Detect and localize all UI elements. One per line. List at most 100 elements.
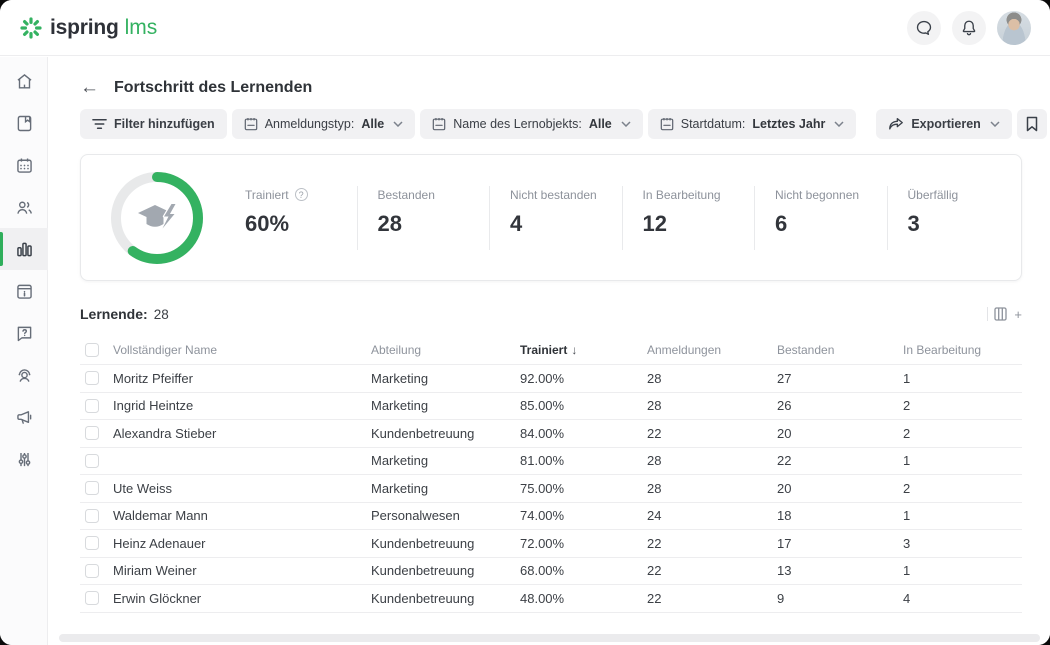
cell-trained: 92.00% [520, 370, 565, 386]
column-header-passed[interactable]: Bestanden [777, 342, 835, 357]
cell-trained: 72.00% [520, 535, 565, 551]
chevron-down-icon [990, 121, 1000, 127]
cell-in_progress: 2 [903, 398, 911, 414]
top-bar: ispring lms [0, 0, 1050, 56]
cell-enrollments: 22 [647, 563, 662, 579]
stat-label: Nicht begonnen [775, 187, 860, 202]
sidebar-item-users[interactable] [0, 186, 48, 228]
cell-name: Ute Weiss [113, 480, 172, 496]
table-row[interactable]: Alexandra Stieber Kundenbetreuung 84.00% 22… [80, 420, 1022, 448]
sidebar-item-courses[interactable] [0, 102, 48, 144]
sidebar-item-reports[interactable] [0, 228, 48, 270]
summary-card: Trainiert? 60% Bestanden 28 Nicht bestanden 4… [80, 154, 1022, 281]
table-row[interactable]: Ingrid Heintze Marketing 85.00% 28 26 2 [80, 393, 1022, 420]
stat-value: 60% [245, 210, 290, 236]
filter-label: Startdatum: [680, 117, 746, 131]
sidebar-item-settings[interactable] [0, 438, 48, 480]
table-row[interactable]: Ute Weiss Marketing 75.00% 28 20 2 [80, 475, 1022, 503]
sidebar-item-announcements[interactable] [0, 396, 48, 438]
table-row[interactable]: Miriam Weiner Kundenbetreuung 68.00% 22 13 1 [80, 558, 1022, 585]
row-checkbox[interactable] [85, 426, 99, 441]
chat-button[interactable] [907, 10, 941, 45]
row-checkbox[interactable] [85, 508, 99, 523]
table-row[interactable]: Heinz Adenauer Kundenbetreuung 72.00% 22 17 3 [80, 530, 1022, 558]
cell-passed: 18 [777, 508, 792, 524]
column-header-department[interactable]: Abteilung [371, 342, 422, 357]
stat-value: 6 [775, 210, 788, 236]
page-title: Fortschritt des Lernenden [114, 78, 313, 96]
learners-count: 28 [153, 306, 169, 322]
sidebar-item-help[interactable] [0, 312, 48, 354]
column-header-trained[interactable]: Trainiert ↓ [520, 342, 578, 357]
cell-passed: 26 [777, 398, 792, 414]
export-share-icon [889, 117, 904, 130]
filter-dropdown-startdatum[interactable]: Startdatum: Letztes Jahr [647, 109, 857, 139]
stat-bestanden: Bestanden 28 [356, 185, 490, 250]
sidebar-item-home[interactable] [0, 60, 48, 102]
filter-icon [92, 119, 107, 129]
row-checkbox[interactable] [85, 398, 99, 413]
cell-trained: 85.00% [520, 398, 565, 414]
row-checkbox[interactable] [85, 536, 99, 551]
cell-enrollments: 28 [647, 398, 662, 414]
stat-ueberfaellig: Überfällig 3 [886, 185, 1020, 250]
cell-passed: 20 [777, 480, 792, 496]
sidebar-item-support[interactable] [0, 354, 48, 396]
learners-label: Lernende: [80, 306, 148, 322]
cell-in_progress: 4 [903, 590, 911, 606]
cell-trained: 48.00% [520, 590, 565, 606]
user-avatar[interactable] [997, 10, 1031, 45]
filter-dropdown-anmeldungstyp[interactable]: Anmeldungstyp: Alle [231, 109, 416, 139]
cell-trained: 81.00% [520, 453, 565, 469]
stat-label: Überfällig [907, 187, 959, 202]
bookmark-icon [1026, 116, 1038, 132]
stat-nicht-bestanden: Nicht bestanden 4 [489, 185, 622, 250]
bar-chart-icon [16, 242, 32, 256]
row-checkbox[interactable] [85, 563, 99, 578]
cell-passed: 13 [777, 563, 792, 579]
stat-label: Bestanden [377, 187, 435, 202]
cell-name: Erwin Glöckner [113, 590, 202, 606]
calendar-icon [16, 158, 32, 173]
cell-department: Marketing [371, 370, 429, 386]
horizontal-scrollbar[interactable] [59, 634, 1040, 642]
select-all-checkbox[interactable] [85, 342, 99, 357]
table-row[interactable]: Moritz Pfeiffer Marketing 92.00% 28 27 1 [80, 365, 1022, 393]
help-icon[interactable]: ? [294, 188, 308, 201]
column-header-in_progress[interactable]: In Bearbeitung [903, 342, 982, 357]
cell-passed: 9 [777, 590, 785, 606]
sidebar-item-calendar[interactable] [0, 144, 48, 186]
row-checkbox[interactable] [85, 481, 99, 496]
calendar-small-icon [432, 118, 446, 131]
table-row[interactable]: Marketing 81.00% 28 22 1 [80, 448, 1022, 475]
filter-value: Alle [588, 117, 612, 131]
cell-enrollments: 28 [647, 453, 662, 469]
filter-label: Name des Lernobjekts: [453, 117, 582, 131]
cell-department: Kundenbetreuung [371, 535, 475, 551]
summary-stats: Trainiert? 60% Bestanden 28 Nicht bestanden 4… [225, 180, 1019, 256]
manage-columns-icon[interactable] [994, 307, 1010, 321]
notifications-button[interactable] [952, 10, 986, 45]
cell-name: Moritz Pfeiffer [113, 370, 193, 386]
row-checkbox[interactable] [85, 591, 99, 606]
row-checkbox[interactable] [85, 371, 99, 386]
sidebar-item-info-board[interactable] [0, 270, 48, 312]
filter-dropdown-lernobjekt[interactable]: Name des Lernobjekts: Alle [420, 109, 643, 139]
column-header-name[interactable]: Vollständiger Name [113, 342, 218, 357]
cell-trained: 74.00% [520, 508, 565, 524]
learners-table: Vollständiger Name Abteilung Trainiert ↓ Anm… [80, 335, 1022, 613]
cell-enrollments: 22 [647, 425, 662, 441]
add-filter-button[interactable]: Filter hinzufügen [80, 109, 227, 139]
cell-passed: 17 [777, 535, 792, 551]
ispring-logo[interactable]: ispring lms [19, 16, 157, 40]
calendar-small-icon [244, 118, 257, 131]
table-row[interactable]: Erwin Glöckner Kundenbetreuung 48.00% 22 9 4 [80, 585, 1022, 613]
bookmark-button[interactable] [1016, 109, 1047, 139]
add-column-plus-icon[interactable]: + [1014, 306, 1022, 322]
export-button[interactable]: Exportieren [876, 109, 1012, 139]
filter-toolbar: Filter hinzufügen Anmeldungstyp: Alle Name… [80, 109, 1047, 139]
row-checkbox[interactable] [85, 453, 99, 468]
table-row[interactable]: Waldemar Mann Personalwesen 74.00% 24 18 1 [80, 503, 1022, 530]
back-button[interactable]: ← [80, 77, 99, 98]
column-header-enrollments[interactable]: Anmeldungen [647, 342, 722, 357]
